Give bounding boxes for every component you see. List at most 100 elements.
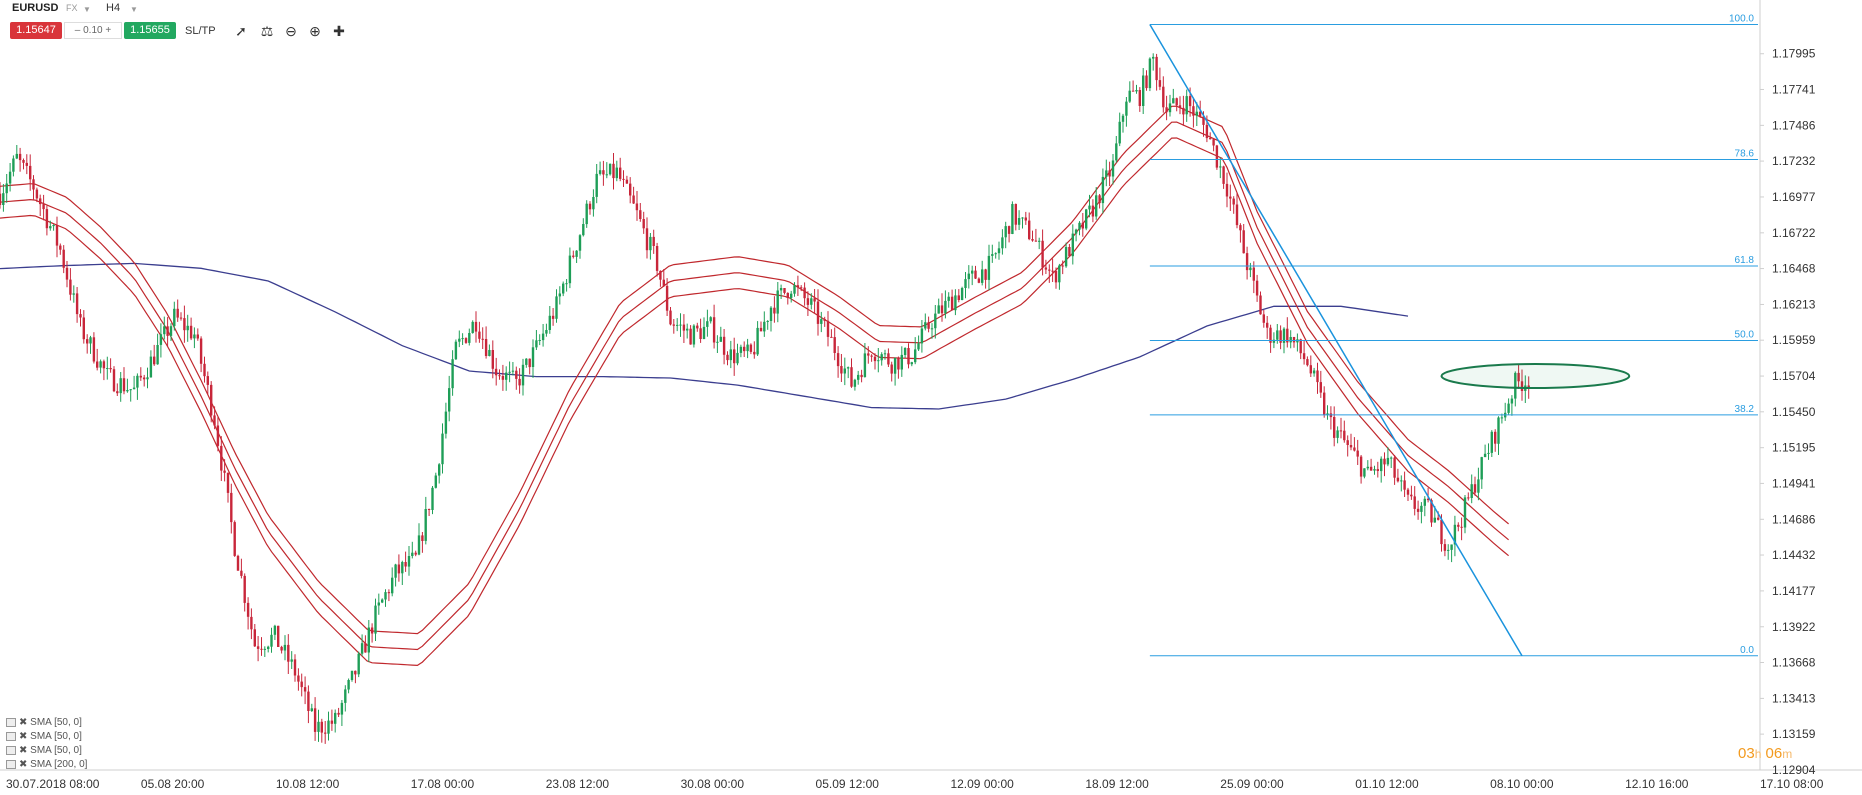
candle-down [1440, 519, 1443, 545]
candle-up [562, 283, 565, 294]
legend-item[interactable]: ✖ SMA [200, 0] [6, 758, 87, 772]
candle-down [1007, 226, 1011, 234]
symbol-label[interactable]: EURUSD [12, 2, 59, 14]
candle-down [1279, 330, 1282, 343]
close-icon[interactable]: ✖ [19, 745, 28, 756]
legend-item[interactable]: ✖ SMA [50, 0] [6, 744, 87, 758]
candle-up [679, 324, 682, 326]
candle-down [887, 353, 890, 365]
candle-down [957, 295, 960, 300]
sltp-button[interactable]: SL/TP [185, 25, 216, 37]
candle-down [1222, 166, 1225, 184]
candle-down [297, 675, 300, 682]
candle-down [330, 720, 334, 724]
fibonacci-retracement[interactable]: 100.0 78.6 61.8 50.0 38.2 0.0 [1149, 13, 1758, 657]
candles-icon[interactable]: ⚖ [260, 23, 274, 39]
candle-up [347, 680, 350, 690]
trendline-path [1149, 24, 1523, 657]
crosshair-icon[interactable]: ✚ [333, 23, 345, 39]
candle-down [427, 509, 431, 510]
candle-down [977, 278, 981, 283]
candle-down [498, 375, 501, 377]
candle-down [1269, 327, 1272, 343]
candle-down [1061, 265, 1064, 267]
close-icon[interactable]: ✖ [19, 731, 28, 742]
candle-up [461, 338, 464, 340]
candle-down [142, 377, 146, 380]
visibility-icon[interactable] [6, 759, 16, 769]
candle-down [823, 319, 826, 321]
candle-up [676, 324, 679, 326]
plus-icon[interactable]: + [105, 25, 112, 36]
candle-down [642, 219, 645, 229]
candle-down [850, 367, 853, 387]
visibility-icon[interactable] [6, 745, 16, 755]
candle-up [1373, 469, 1376, 471]
candle-up [471, 321, 474, 333]
candle-up [917, 343, 920, 350]
timeframe-label[interactable]: H4 [106, 2, 121, 14]
legend-item[interactable]: ✖ SMA [50, 0] [6, 716, 87, 730]
candle-down [65, 267, 69, 280]
candle-down [1245, 253, 1249, 271]
candle-up [401, 562, 404, 574]
candle-down [404, 562, 407, 567]
resistance-zone[interactable] [1440, 363, 1631, 390]
timeframe-dropdown-icon[interactable]: ▼ [130, 5, 138, 14]
candle-up [1272, 339, 1276, 343]
candle-down [619, 167, 622, 179]
symbol-dropdown-icon[interactable]: ▼ [83, 5, 91, 14]
spread-display: – 0.10 + [64, 22, 122, 39]
candle-up [468, 333, 471, 343]
candle-up [1074, 229, 1078, 234]
candle-down [183, 318, 186, 331]
candle-down [1306, 359, 1309, 366]
sell-price-button[interactable]: 1.15647 [10, 22, 62, 39]
candle-down [196, 334, 199, 339]
candle-down [1014, 204, 1017, 225]
candle-down [1517, 372, 1520, 382]
candle-up [1004, 226, 1007, 238]
candle-down [260, 648, 263, 650]
candle-down [246, 602, 250, 617]
candle-down [18, 153, 22, 161]
trendline[interactable] [1149, 24, 1523, 657]
candle-up [12, 158, 15, 172]
candle-up [592, 197, 595, 210]
candle-up [267, 646, 270, 649]
candle-up [1400, 480, 1403, 482]
buy-price-button[interactable]: 1.15655 [124, 22, 176, 39]
candle-down [324, 732, 327, 734]
candle-up [384, 592, 387, 600]
indicator-legend: ✖ SMA [50, 0] ✖ SMA [50, 0] ✖ SMA [50, 0… [6, 716, 87, 772]
candle-up [1001, 237, 1004, 249]
candle-up [541, 333, 545, 341]
candle-up [52, 225, 55, 227]
close-icon[interactable]: ✖ [19, 759, 28, 770]
minus-icon[interactable]: – [74, 25, 81, 36]
candle-up [1326, 413, 1329, 415]
line-chart-icon[interactable]: ➚ [235, 23, 247, 39]
close-icon[interactable]: ✖ [19, 717, 28, 728]
candle-up [1497, 417, 1500, 444]
candles [0, 53, 1530, 744]
candle-down [625, 179, 629, 184]
candle-down [907, 348, 910, 365]
candle-down [387, 592, 391, 594]
candle-up [1433, 517, 1436, 523]
visibility-icon[interactable] [6, 717, 16, 727]
y-tick-label: 1.16722 [1772, 226, 1816, 240]
candle-up [568, 255, 572, 284]
legend-item[interactable]: ✖ SMA [50, 0] [6, 730, 87, 744]
candle-down [313, 708, 317, 732]
candle-down [474, 321, 478, 332]
candle-down [897, 357, 900, 370]
visibility-icon[interactable] [6, 731, 16, 741]
zoom-out-icon[interactable]: ⊖ [285, 23, 297, 39]
fib-level-label: 100.0 [1729, 13, 1754, 24]
candle-up [944, 300, 947, 314]
candle-up [729, 349, 732, 361]
candle-down [655, 246, 659, 271]
zoom-in-icon[interactable]: ⊕ [309, 23, 321, 39]
